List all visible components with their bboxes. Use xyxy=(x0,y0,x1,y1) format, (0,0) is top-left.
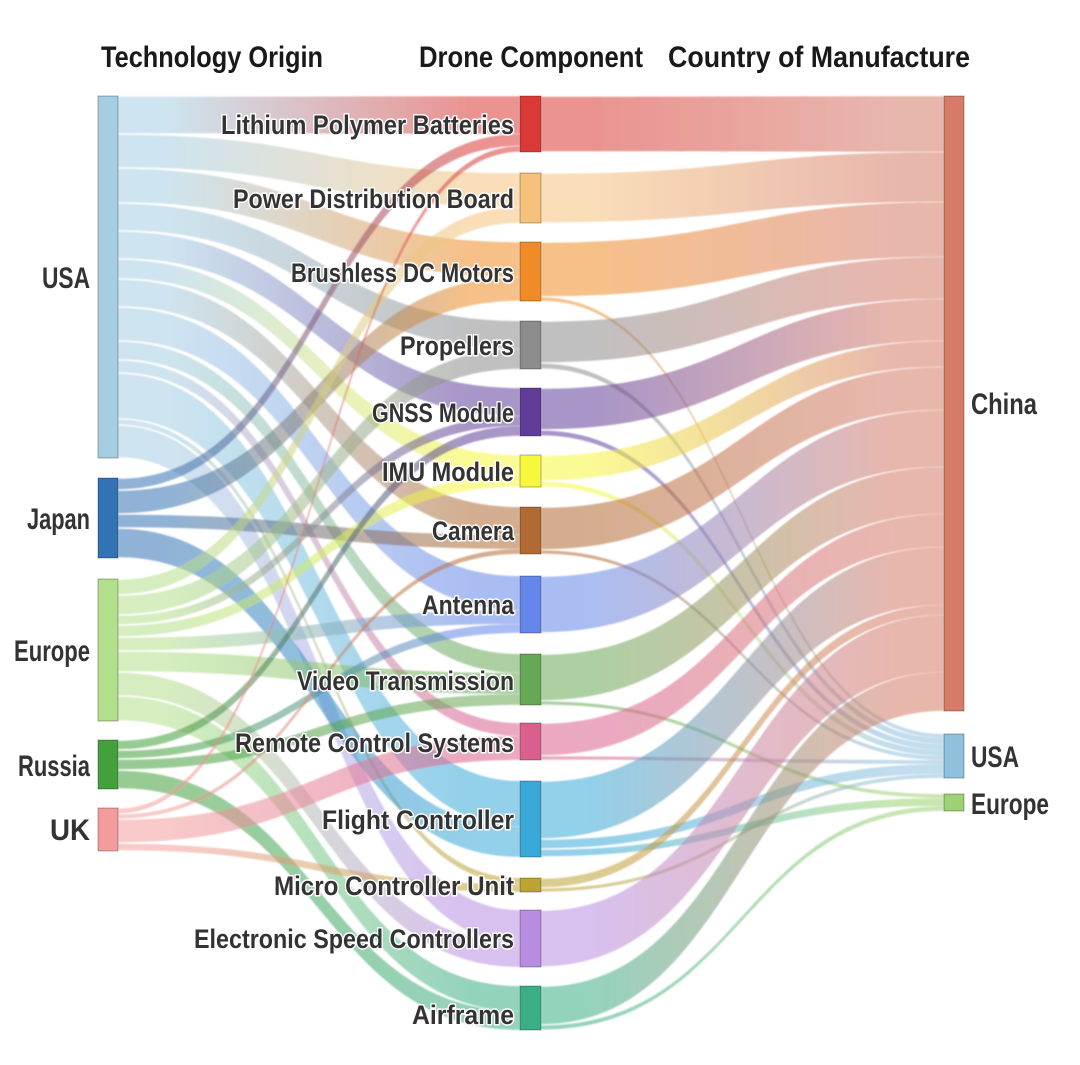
svg-text:Electronic Speed Controllers: Electronic Speed Controllers xyxy=(194,924,514,954)
svg-text:Japan: Japan xyxy=(27,503,90,536)
svg-text:China: China xyxy=(971,388,1037,421)
svg-text:Lithium Polymer Batteries: Lithium Polymer Batteries xyxy=(221,110,514,140)
svg-text:Technology Origin: Technology Origin xyxy=(101,41,323,74)
svg-text:IMU Module: IMU Module xyxy=(382,457,514,487)
svg-text:Drone Component: Drone Component xyxy=(419,41,643,74)
svg-text:Video Transmission: Video Transmission xyxy=(297,666,514,696)
svg-text:USA: USA xyxy=(971,741,1019,774)
svg-text:USA: USA xyxy=(42,262,90,295)
svg-text:Antenna: Antenna xyxy=(422,590,515,620)
svg-text:Europe: Europe xyxy=(14,635,90,668)
svg-text:Country of Manufacture: Country of Manufacture xyxy=(668,41,970,74)
svg-text:Airframe: Airframe xyxy=(412,1000,514,1030)
svg-text:Russia: Russia xyxy=(18,750,90,783)
svg-text:GNSS Module: GNSS Module xyxy=(372,398,514,428)
svg-text:UK: UK xyxy=(50,814,90,847)
svg-text:Power Distribution Board: Power Distribution Board xyxy=(233,184,514,214)
svg-text:Remote Control Systems: Remote Control Systems xyxy=(235,728,514,758)
svg-text:Flight Controller: Flight Controller xyxy=(322,805,514,835)
svg-text:Europe: Europe xyxy=(971,788,1049,821)
svg-text:Micro Controller Unit: Micro Controller Unit xyxy=(274,871,514,901)
svg-text:Brushless DC Motors: Brushless DC Motors xyxy=(291,258,514,288)
svg-text:Propellers: Propellers xyxy=(400,331,514,361)
svg-text:Camera: Camera xyxy=(432,516,515,546)
